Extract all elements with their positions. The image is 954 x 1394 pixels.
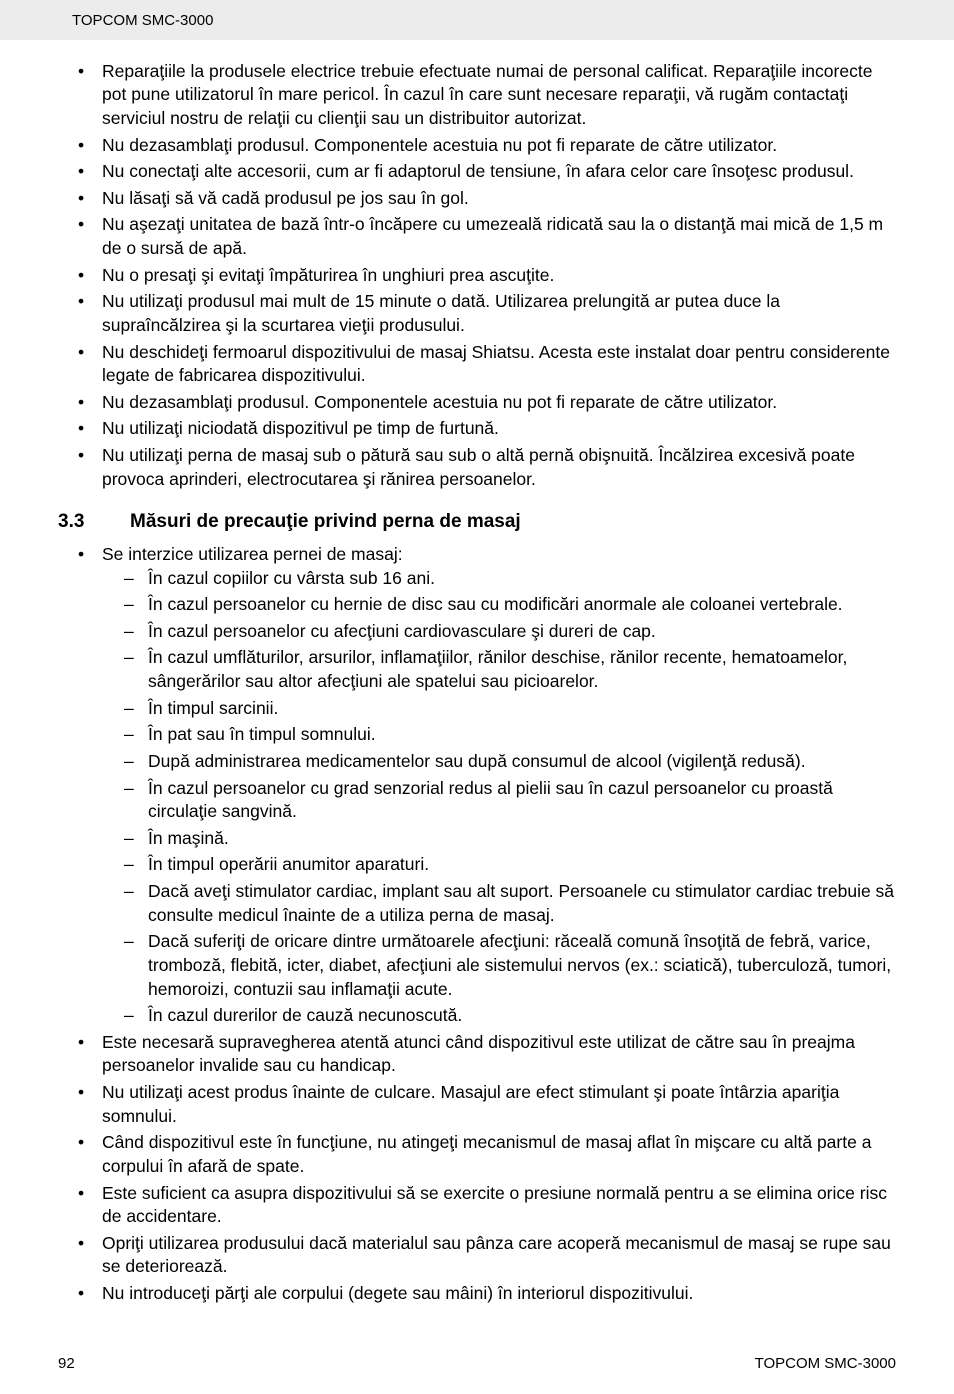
list-item: Nu utilizaţi niciodată dispozitivul pe t… [78, 417, 896, 441]
page-number: 92 [58, 1354, 75, 1374]
section-heading: 3.3 Măsuri de precauţie privind perna de… [58, 509, 896, 535]
list-item: Nu aşezaţi unitatea de bază într-o încăp… [78, 213, 896, 260]
list-item: Nu conectaţi alte accesorii, cum ar fi a… [78, 160, 896, 184]
list-item: Nu utilizaţi acest produs înainte de cul… [78, 1081, 896, 1128]
sub-list-item: În timpul operării anumitor aparaturi. [124, 853, 896, 877]
list-item: Opriţi utilizarea produsului dacă materi… [78, 1232, 896, 1279]
precautions-bullet-list: Se interzice utilizarea pernei de masaj:… [78, 543, 896, 1306]
sub-list-item: Dacă suferiţi de oricare dintre următoar… [124, 930, 896, 1001]
section-number: 3.3 [58, 509, 130, 535]
sub-list-item: În timpul sarcinii. [124, 697, 896, 721]
list-item: Reparaţiile la produsele electrice trebu… [78, 60, 896, 131]
list-item: Nu utilizaţi perna de masaj sub o pătură… [78, 444, 896, 491]
sub-list-item: În cazul copiilor cu vârsta sub 16 ani. [124, 567, 896, 591]
section-title: Măsuri de precauţie privind perna de mas… [130, 509, 521, 535]
list-item-text: Se interzice utilizarea pernei de masaj: [102, 544, 403, 564]
list-item-text: Este suficient ca asupra dispozitivului … [102, 1183, 887, 1227]
footer-model: TOPCOM SMC-3000 [755, 1354, 896, 1374]
document-page: TOPCOM SMC-3000 Reparaţiile la produsele… [0, 0, 954, 1394]
list-item: Este necesară supravegherea atentă atunc… [78, 1031, 896, 1078]
sub-list-item: În cazul durerilor de cauză necunoscută. [124, 1004, 896, 1028]
list-item-text: Opriţi utilizarea produsului dacă materi… [102, 1233, 891, 1277]
sub-list-item: După administrarea medicamentelor sau du… [124, 750, 896, 774]
sub-list-item: Dacă aveţi stimulator cardiac, implant s… [124, 880, 896, 927]
sub-list-item: În cazul persoanelor cu afecţiuni cardio… [124, 620, 896, 644]
sub-list-item: În pat sau în timpul somnului. [124, 723, 896, 747]
content-area: Reparaţiile la produsele electrice trebu… [0, 60, 954, 1306]
sub-list-item: În cazul persoanelor cu grad senzorial r… [124, 777, 896, 824]
list-item: Nu introduceţi părţi ale corpului (deget… [78, 1282, 896, 1306]
list-item: Se interzice utilizarea pernei de masaj:… [78, 543, 896, 1028]
sub-list-item: În cazul persoanelor cu hernie de disc s… [124, 593, 896, 617]
page-footer: 92 TOPCOM SMC-3000 [0, 1324, 954, 1394]
list-item-text: Este necesară supravegherea atentă atunc… [102, 1032, 855, 1076]
list-item: Nu utilizaţi produsul mai mult de 15 min… [78, 290, 896, 337]
list-item-text: Nu utilizaţi acest produs înainte de cul… [102, 1082, 839, 1126]
sub-list-item: În maşină. [124, 827, 896, 851]
list-item-text: Când dispozitivul este în funcţiune, nu … [102, 1132, 871, 1176]
list-item: Când dispozitivul este în funcţiune, nu … [78, 1131, 896, 1178]
safety-bullet-list: Reparaţiile la produsele electrice trebu… [78, 60, 896, 492]
header-bar: TOPCOM SMC-3000 [0, 0, 954, 40]
sub-list: În cazul copiilor cu vârsta sub 16 ani.Î… [124, 567, 896, 1028]
list-item: Nu deschideţi fermoarul dispozitivului d… [78, 341, 896, 388]
list-item: Este suficient ca asupra dispozitivului … [78, 1182, 896, 1229]
list-item: Nu o presaţi şi evitaţi împăturirea în u… [78, 264, 896, 288]
header-title: TOPCOM SMC-3000 [72, 12, 213, 29]
list-item: Nu dezasamblaţi produsul. Componentele a… [78, 134, 896, 158]
list-item-text: Nu introduceţi părţi ale corpului (deget… [102, 1283, 693, 1303]
list-item: Nu dezasamblaţi produsul. Componentele a… [78, 391, 896, 415]
list-item: Nu lăsaţi să vă cadă produsul pe jos sau… [78, 187, 896, 211]
sub-list-item: În cazul umflăturilor, arsurilor, inflam… [124, 646, 896, 693]
